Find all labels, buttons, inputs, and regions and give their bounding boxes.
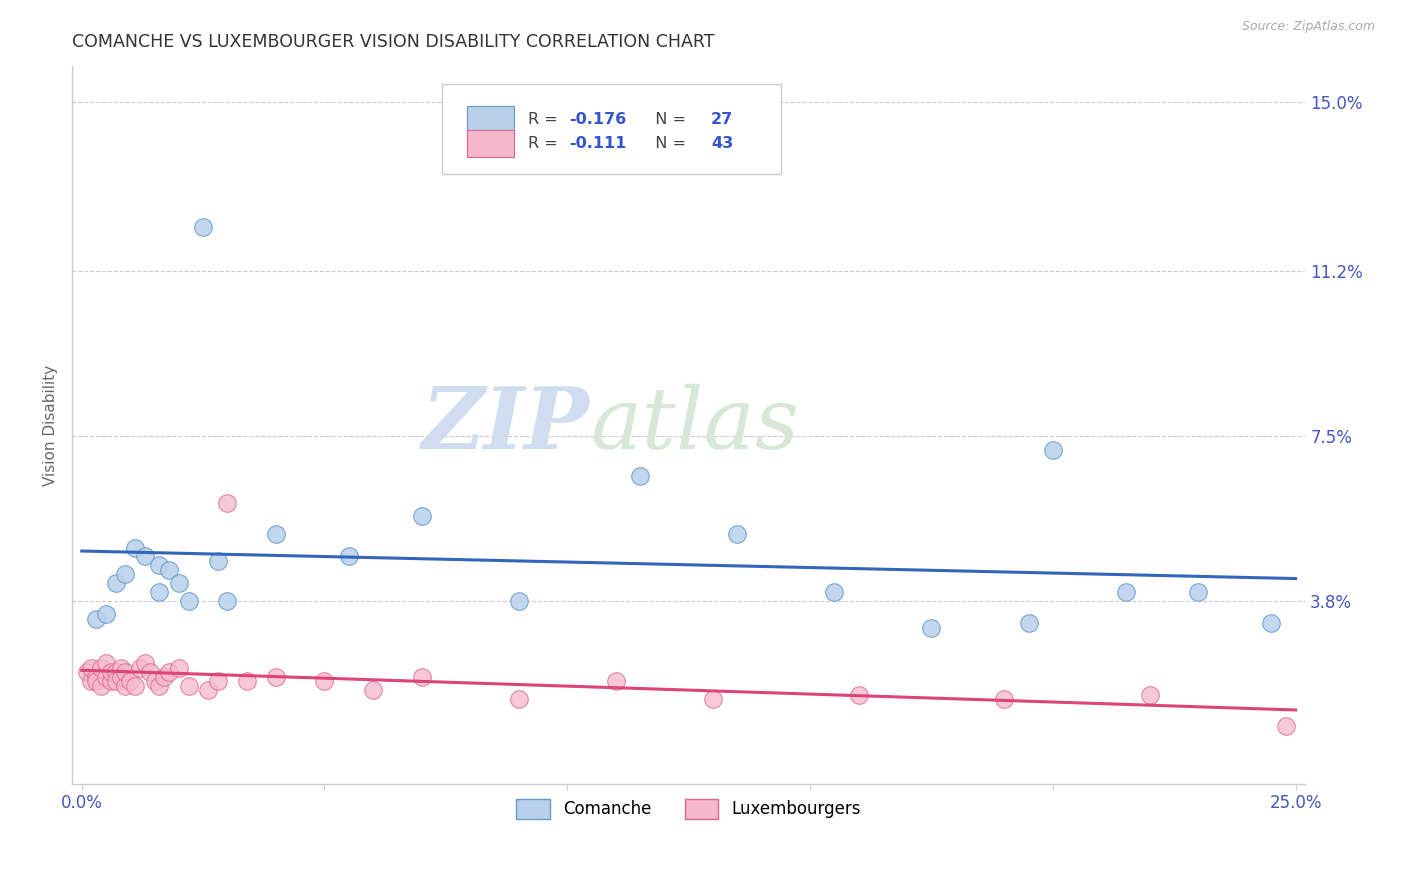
Point — [314, 674, 336, 689]
Point — [80, 674, 103, 689]
Point — [411, 670, 433, 684]
Point — [110, 661, 132, 675]
Point — [628, 469, 651, 483]
Text: Source: ZipAtlas.com: Source: ZipAtlas.com — [1241, 20, 1375, 33]
Point — [264, 527, 287, 541]
Point — [84, 612, 107, 626]
Point — [207, 554, 229, 568]
Point — [94, 607, 117, 622]
Point — [148, 558, 170, 573]
Point — [143, 674, 166, 689]
Point — [90, 661, 112, 675]
Point — [1018, 616, 1040, 631]
Text: ZIP: ZIP — [422, 384, 591, 467]
Point — [110, 670, 132, 684]
Point — [725, 527, 748, 541]
Legend: Comanche, Luxembourgers: Comanche, Luxembourgers — [510, 792, 868, 826]
Point — [1042, 442, 1064, 457]
Point — [100, 674, 122, 689]
Point — [361, 683, 384, 698]
Point — [148, 679, 170, 693]
Point — [337, 549, 360, 564]
Point — [100, 665, 122, 680]
Point — [148, 585, 170, 599]
Text: atlas: atlas — [591, 384, 799, 467]
Point — [134, 549, 156, 564]
FancyBboxPatch shape — [467, 106, 513, 133]
Point — [508, 594, 530, 608]
Y-axis label: Vision Disability: Vision Disability — [44, 365, 58, 485]
Point — [823, 585, 845, 599]
Point — [1260, 616, 1282, 631]
Point — [1275, 719, 1298, 733]
Point — [94, 657, 117, 671]
Point — [508, 692, 530, 706]
Text: R =: R = — [529, 112, 564, 127]
Text: -0.111: -0.111 — [569, 136, 626, 152]
Point — [76, 665, 98, 680]
Point — [848, 688, 870, 702]
Point — [138, 665, 160, 680]
Point — [153, 670, 176, 684]
Point — [236, 674, 259, 689]
Text: R =: R = — [529, 136, 564, 152]
Text: N =: N = — [645, 112, 692, 127]
Text: 27: 27 — [711, 112, 733, 127]
Point — [157, 665, 180, 680]
Point — [177, 679, 200, 693]
Point — [114, 567, 136, 582]
Point — [702, 692, 724, 706]
Point — [217, 594, 239, 608]
Point — [207, 674, 229, 689]
Point — [94, 670, 117, 684]
Point — [191, 219, 214, 234]
Point — [120, 674, 142, 689]
Point — [217, 496, 239, 510]
Point — [104, 674, 127, 689]
Point — [197, 683, 219, 698]
Point — [84, 674, 107, 689]
Point — [80, 661, 103, 675]
Point — [167, 661, 190, 675]
Text: -0.176: -0.176 — [569, 112, 626, 127]
Point — [920, 621, 942, 635]
Point — [1139, 688, 1161, 702]
Point — [167, 576, 190, 591]
Point — [114, 679, 136, 693]
FancyBboxPatch shape — [441, 84, 782, 174]
Point — [124, 679, 146, 693]
Point — [1115, 585, 1137, 599]
Point — [993, 692, 1015, 706]
FancyBboxPatch shape — [467, 130, 513, 157]
Point — [90, 679, 112, 693]
Text: 43: 43 — [711, 136, 733, 152]
Point — [114, 665, 136, 680]
Point — [134, 657, 156, 671]
Point — [84, 670, 107, 684]
Point — [157, 563, 180, 577]
Point — [104, 665, 127, 680]
Point — [177, 594, 200, 608]
Point — [124, 541, 146, 555]
Point — [264, 670, 287, 684]
Point — [129, 661, 152, 675]
Text: COMANCHE VS LUXEMBOURGER VISION DISABILITY CORRELATION CHART: COMANCHE VS LUXEMBOURGER VISION DISABILI… — [72, 33, 714, 51]
Text: N =: N = — [645, 136, 692, 152]
Point — [1187, 585, 1209, 599]
Point — [411, 509, 433, 524]
Point — [104, 576, 127, 591]
Point — [605, 674, 627, 689]
